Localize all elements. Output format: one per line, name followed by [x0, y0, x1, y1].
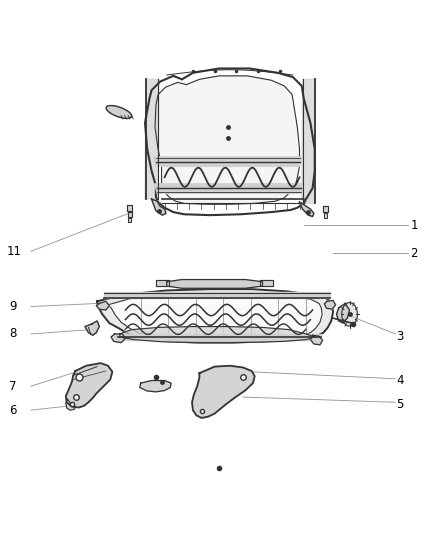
Text: 6: 6 — [9, 403, 17, 417]
Polygon shape — [300, 202, 314, 216]
Polygon shape — [342, 303, 357, 326]
Polygon shape — [111, 334, 125, 343]
Text: 5: 5 — [396, 398, 404, 410]
Text: 8: 8 — [9, 327, 17, 341]
Polygon shape — [145, 68, 315, 215]
Polygon shape — [145, 79, 159, 199]
Polygon shape — [127, 205, 132, 211]
Text: 11: 11 — [7, 245, 21, 258]
Text: 9: 9 — [9, 300, 17, 313]
Polygon shape — [154, 157, 302, 166]
Polygon shape — [323, 206, 328, 212]
Polygon shape — [156, 280, 169, 286]
Polygon shape — [128, 218, 131, 222]
Polygon shape — [96, 301, 110, 310]
Polygon shape — [97, 289, 333, 343]
Polygon shape — [311, 335, 322, 345]
Text: 4: 4 — [396, 374, 404, 387]
Polygon shape — [128, 212, 131, 217]
Polygon shape — [192, 366, 254, 418]
Polygon shape — [167, 279, 262, 288]
Text: 7: 7 — [9, 379, 17, 393]
Polygon shape — [66, 399, 75, 410]
Polygon shape — [85, 321, 99, 335]
Polygon shape — [120, 327, 315, 343]
Polygon shape — [66, 363, 113, 408]
Polygon shape — [152, 199, 166, 215]
Polygon shape — [155, 76, 300, 204]
Polygon shape — [324, 213, 327, 218]
Polygon shape — [106, 106, 132, 118]
Text: 3: 3 — [396, 329, 404, 343]
Polygon shape — [324, 301, 336, 309]
Polygon shape — [260, 280, 273, 286]
Polygon shape — [140, 381, 171, 392]
Polygon shape — [155, 184, 304, 193]
Polygon shape — [302, 79, 316, 204]
Polygon shape — [104, 292, 330, 298]
Text: 2: 2 — [410, 247, 418, 260]
Text: 1: 1 — [410, 219, 418, 232]
Polygon shape — [336, 303, 350, 323]
Polygon shape — [118, 334, 321, 340]
Polygon shape — [108, 294, 322, 340]
